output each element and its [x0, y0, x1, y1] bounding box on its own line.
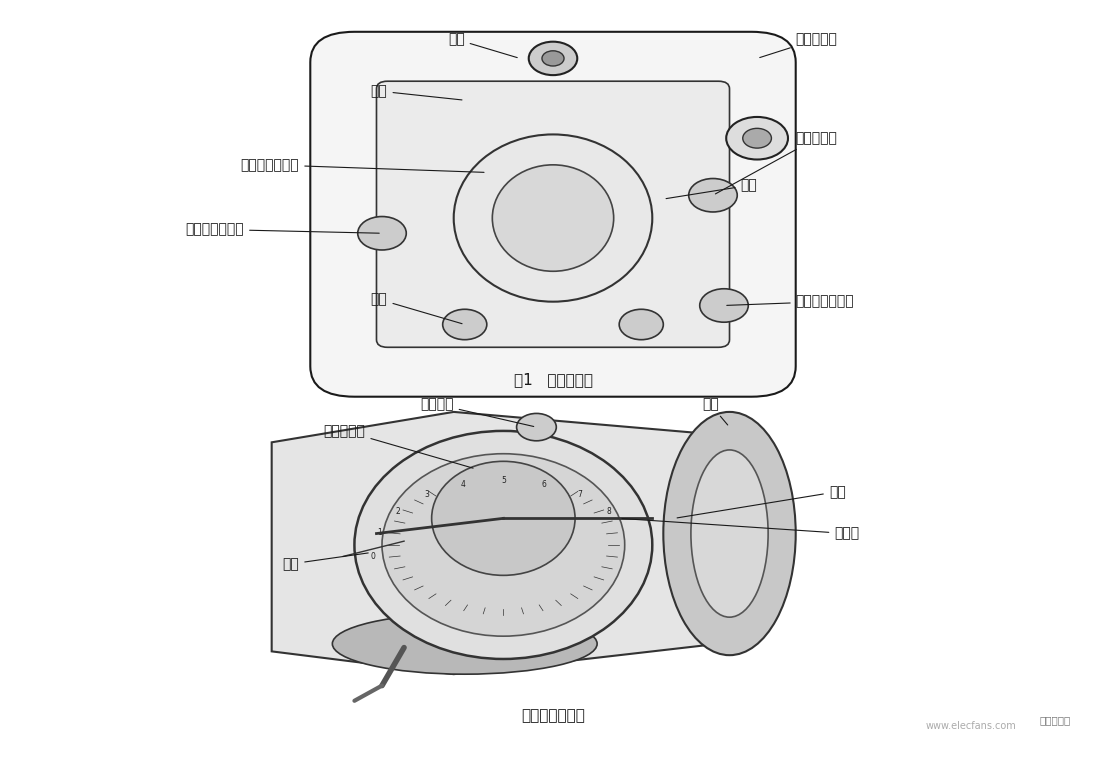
Text: 內環力矩器: 內環力矩器 [716, 131, 837, 194]
Text: 轉子: 轉子 [371, 84, 462, 100]
Text: 外殼: 外殼 [448, 32, 518, 58]
Text: 自轉軸: 自轉軸 [622, 519, 859, 540]
Text: 內環角度傳感器: 內環角度傳感器 [186, 223, 379, 237]
Text: 內環: 內環 [666, 179, 758, 198]
Text: 图1   降螺儀结构: 图1 降螺儀结构 [513, 372, 593, 388]
Ellipse shape [354, 431, 653, 659]
Ellipse shape [431, 462, 575, 575]
Text: 降螺儀工作原理: 降螺儀工作原理 [521, 709, 585, 723]
Circle shape [619, 309, 664, 340]
Text: 外環力矩器: 外環力矩器 [760, 32, 837, 57]
Text: 轉子的驅動機構: 轉子的驅動機構 [241, 158, 484, 172]
FancyBboxPatch shape [311, 32, 795, 397]
Polygon shape [272, 412, 719, 674]
Circle shape [529, 42, 577, 75]
Text: 標線: 標線 [282, 553, 368, 571]
Circle shape [442, 309, 487, 340]
Text: 5: 5 [501, 476, 505, 485]
Circle shape [700, 288, 749, 322]
Circle shape [357, 217, 406, 250]
Text: 陀螺轉子: 陀螺轉子 [420, 398, 534, 427]
Circle shape [689, 179, 738, 212]
Text: 航向刻度盤: 航向刻度盤 [324, 424, 473, 468]
Text: 6: 6 [541, 480, 546, 488]
Ellipse shape [492, 165, 614, 272]
Text: 0: 0 [371, 552, 376, 561]
Text: 1: 1 [377, 528, 382, 537]
Text: 7: 7 [577, 491, 583, 499]
Text: 电子发烧友: 电子发烧友 [1040, 715, 1071, 725]
Ellipse shape [382, 454, 625, 636]
Ellipse shape [691, 450, 769, 617]
Circle shape [517, 414, 556, 441]
Text: 3: 3 [425, 491, 429, 499]
Circle shape [727, 117, 787, 159]
Text: 外環: 外環 [371, 292, 462, 324]
Text: 2: 2 [396, 507, 400, 516]
Circle shape [542, 51, 564, 66]
Ellipse shape [333, 613, 597, 674]
Ellipse shape [453, 134, 653, 301]
Circle shape [743, 128, 772, 148]
Text: 外環角度傳感器: 外環角度傳感器 [727, 295, 854, 309]
Text: 內環: 內環 [677, 485, 846, 518]
Text: 4: 4 [461, 480, 466, 488]
Text: 8: 8 [606, 507, 611, 516]
Text: www.elecfans.com: www.elecfans.com [926, 721, 1016, 731]
FancyBboxPatch shape [376, 81, 730, 347]
Ellipse shape [664, 412, 795, 655]
Text: 外環: 外環 [702, 398, 728, 425]
